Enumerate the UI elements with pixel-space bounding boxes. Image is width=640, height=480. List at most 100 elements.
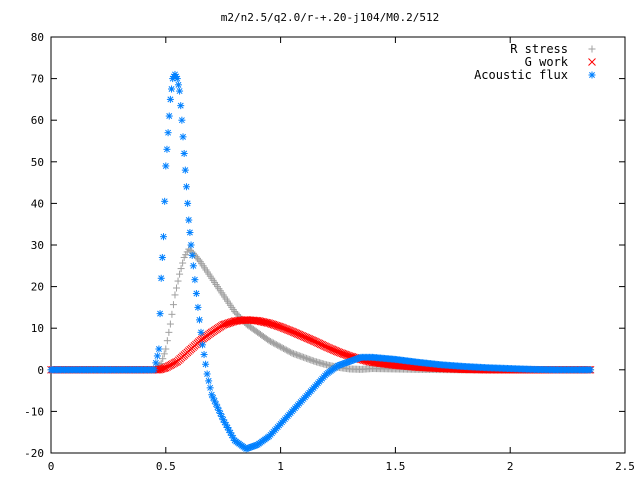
data-point	[268, 338, 276, 346]
data-point	[159, 364, 167, 373]
data-point	[178, 116, 186, 124]
data-point	[225, 319, 233, 327]
data-point	[157, 365, 166, 373]
data-point	[308, 356, 316, 364]
legend-label: Acoustic flux	[474, 68, 568, 82]
data-point	[156, 365, 165, 374]
data-point	[297, 352, 305, 360]
y-tick-label: 70	[31, 73, 44, 86]
data-point	[223, 319, 232, 328]
y-tick-label: 0	[37, 364, 44, 377]
x-tick-label: 0.5	[156, 460, 176, 473]
data-point	[304, 355, 312, 363]
legend-label: G work	[525, 55, 569, 69]
data-point	[587, 366, 595, 374]
data-point	[166, 95, 174, 103]
data-point	[298, 353, 306, 361]
data-point	[192, 290, 200, 298]
data-point	[168, 310, 176, 318]
data-point	[310, 357, 318, 365]
data-point	[302, 354, 310, 362]
data-point	[188, 251, 196, 259]
data-point	[155, 345, 163, 353]
data-point	[272, 341, 280, 349]
data-point	[165, 328, 173, 336]
data-point	[278, 344, 286, 352]
data-point	[274, 341, 282, 349]
data-point	[173, 75, 181, 83]
data-point	[281, 345, 289, 353]
data-point	[176, 270, 184, 278]
data-point	[197, 328, 205, 336]
data-point	[174, 81, 182, 89]
y-tick-label: 40	[31, 197, 44, 210]
x-tick-label: 2	[507, 460, 514, 473]
data-point	[160, 233, 168, 241]
data-point	[181, 166, 189, 174]
data-point	[220, 320, 229, 329]
data-point	[292, 351, 300, 359]
data-point	[269, 320, 278, 329]
y-tick-label: 80	[31, 31, 44, 44]
data-point	[290, 350, 298, 358]
data-point	[300, 353, 308, 361]
data-point	[307, 356, 315, 364]
data-point	[334, 348, 342, 356]
data-point	[265, 319, 273, 328]
data-point	[301, 354, 309, 362]
data-point	[187, 241, 195, 249]
data-point	[275, 322, 284, 331]
data-point	[231, 308, 239, 316]
data-point	[168, 85, 176, 93]
data-point	[295, 352, 303, 360]
data-point	[264, 336, 272, 344]
axes: 0 0.5 1 1.5 2 2.5 -20 -10 0 10 20 30 40 50 60 70 80	[24, 31, 635, 473]
data-point	[176, 87, 184, 95]
data-point	[268, 320, 276, 328]
data-point	[226, 318, 235, 327]
data-point	[337, 349, 345, 357]
data-point	[158, 253, 166, 261]
data-point	[173, 284, 181, 292]
data-point	[277, 343, 285, 351]
data-point	[267, 337, 275, 345]
data-point	[294, 351, 302, 359]
data-point	[279, 344, 287, 352]
series-layer	[47, 70, 595, 453]
x-tick-label: 1.5	[385, 460, 405, 473]
data-point	[195, 256, 203, 264]
data-point	[222, 320, 230, 328]
data-point	[156, 310, 164, 318]
data-point	[162, 162, 170, 170]
data-point	[338, 349, 347, 358]
data-point	[275, 342, 283, 350]
legend-label: R stress	[510, 42, 568, 56]
data-point	[177, 265, 185, 273]
data-point	[182, 183, 190, 191]
data-point	[194, 303, 202, 311]
y-tick-label: 60	[31, 114, 44, 127]
data-point	[262, 318, 271, 327]
x-tick-label: 0	[48, 460, 55, 473]
data-point	[199, 341, 207, 349]
data-point	[269, 339, 277, 347]
data-point	[272, 321, 281, 330]
data-point	[285, 348, 293, 356]
data-point	[174, 277, 182, 285]
data-point	[171, 291, 179, 299]
data-point	[185, 216, 193, 224]
data-point	[206, 384, 214, 392]
data-point	[288, 349, 296, 357]
data-point	[180, 149, 188, 157]
data-point	[287, 348, 295, 356]
legend-marker	[588, 58, 596, 66]
y-tick-label: 30	[31, 239, 44, 252]
data-point	[205, 377, 213, 385]
data-point	[284, 347, 292, 355]
data-point	[159, 355, 167, 363]
data-point	[150, 366, 158, 374]
data-point	[273, 322, 282, 330]
y-tick-label: -20	[24, 447, 44, 460]
